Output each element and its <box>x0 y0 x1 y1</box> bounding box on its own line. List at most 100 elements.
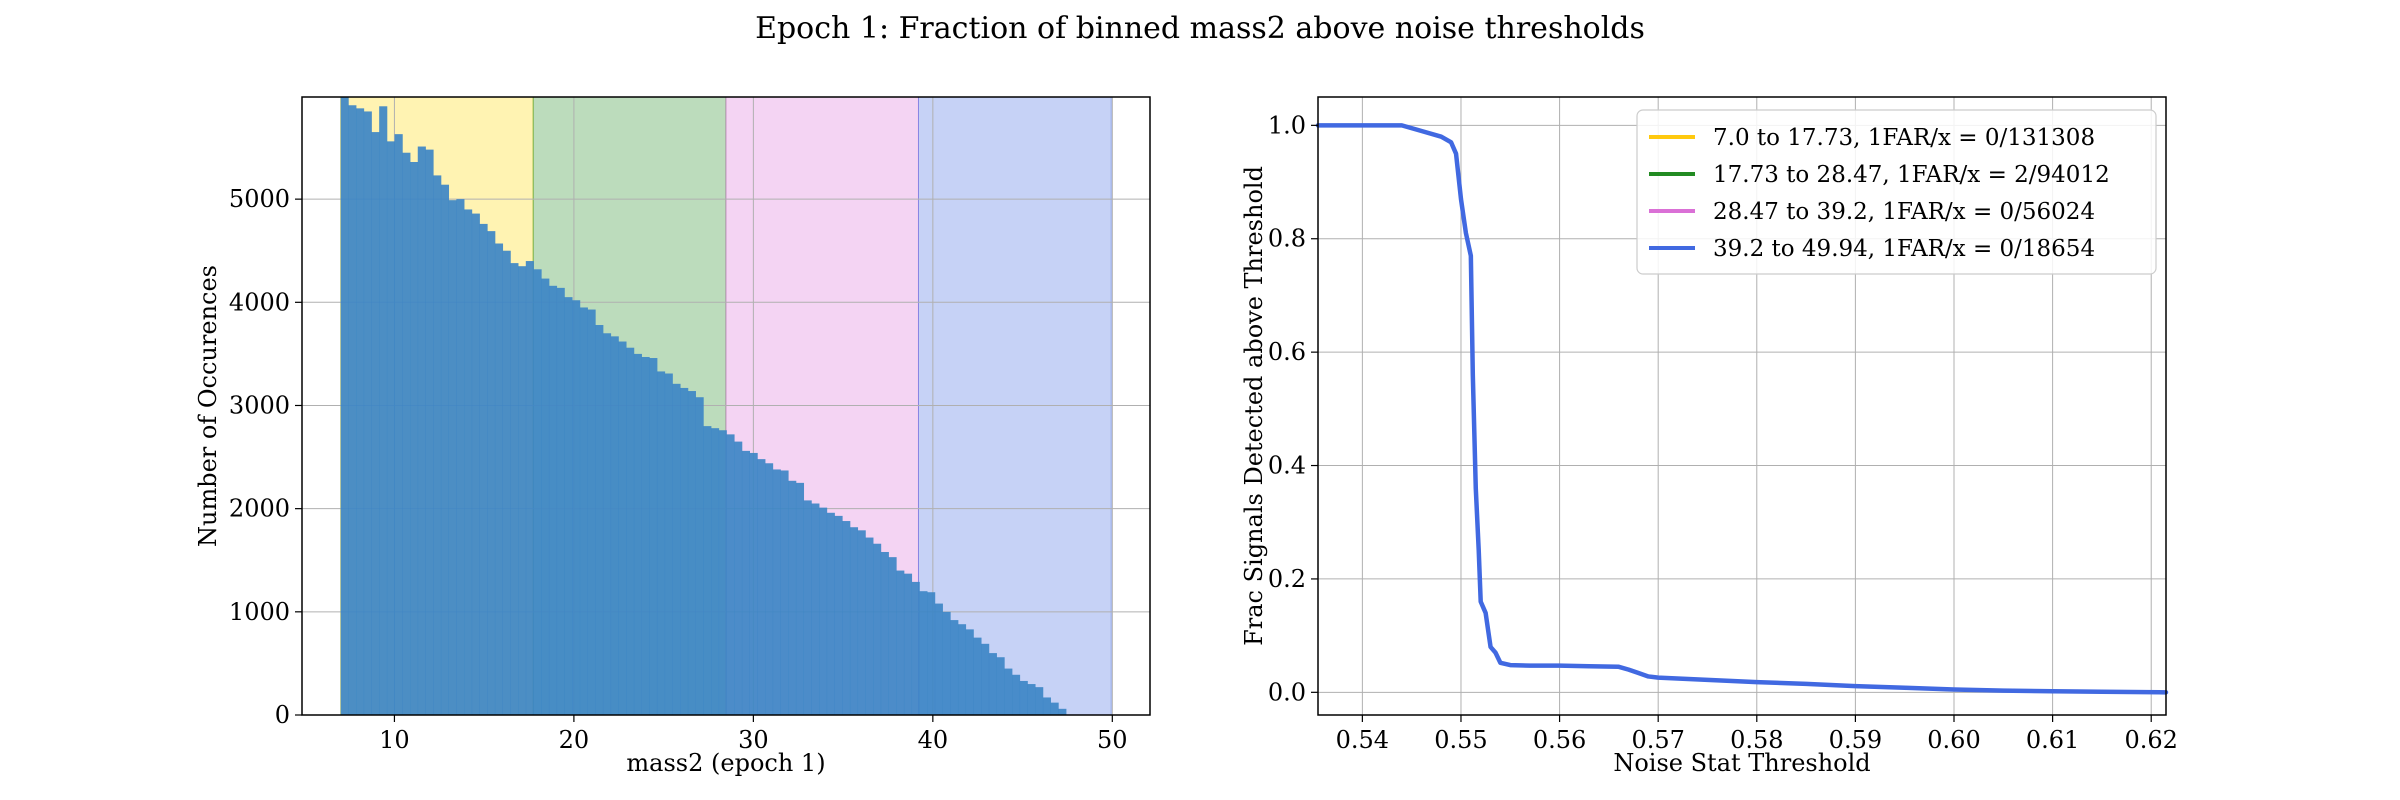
x-tick-label: 0.58 <box>1730 726 1783 754</box>
histogram-y-axis-label: Number of Occurences <box>194 265 222 547</box>
histogram-bar <box>664 373 673 715</box>
histogram-bar <box>494 243 504 715</box>
line-y-axis-label: Frac Signals Detected above Threshold <box>1240 166 1268 646</box>
histogram-bar <box>425 149 434 716</box>
histogram-bar <box>641 356 650 715</box>
histogram-bar <box>950 620 959 715</box>
histogram-bar <box>348 105 357 715</box>
histogram-x-axis-label: mass2 (epoch 1) <box>626 749 825 777</box>
histogram-bar <box>703 426 712 715</box>
histogram-bar <box>1019 680 1028 715</box>
histogram-bar <box>518 266 527 715</box>
histogram-bar <box>541 278 550 715</box>
histogram-bar <box>410 161 419 715</box>
histogram-bar <box>610 336 619 715</box>
histogram-bar <box>903 573 913 715</box>
y-tick-label: 4000 <box>229 288 290 316</box>
histogram-bar <box>780 470 789 715</box>
histogram-bar <box>417 146 426 716</box>
legend-label: 17.73 to 28.47, 1FAR/x = 2/94012 <box>1713 162 2110 188</box>
histogram-bar <box>525 261 534 715</box>
x-tick-label: 0.59 <box>1829 726 1882 754</box>
y-tick-label: 0.8 <box>1268 225 1306 253</box>
x-tick-label: 0.62 <box>2124 726 2177 754</box>
line-frame <box>1317 96 2167 716</box>
histogram-bar <box>741 450 751 715</box>
histogram-bar <box>440 184 450 715</box>
x-tick-label: 20 <box>559 726 590 754</box>
y-tick-label: 1.0 <box>1268 111 1306 139</box>
histogram-bar <box>765 463 774 715</box>
histogram-bar <box>448 200 457 716</box>
histogram-bar <box>626 347 635 715</box>
histogram-bar <box>788 480 797 715</box>
y-tick-label: 0 <box>275 701 290 729</box>
histogram-bar <box>981 643 990 715</box>
y-tick-label: 5000 <box>229 185 290 213</box>
histogram-bar <box>896 570 905 715</box>
y-tick-label: 1000 <box>229 598 290 626</box>
x-tick-label: 10 <box>379 726 410 754</box>
histogram-bar <box>849 527 859 715</box>
histogram-bar <box>386 141 396 715</box>
histogram-bar <box>402 152 411 715</box>
histogram-bar <box>988 653 997 715</box>
x-tick-label: 0.60 <box>1927 726 1980 754</box>
x-tick-label: 0.55 <box>1434 726 1487 754</box>
x-tick-label: 0.57 <box>1631 726 1684 754</box>
histogram-bar <box>695 397 704 715</box>
histogram-bar <box>356 108 365 715</box>
histogram-bar <box>456 199 465 715</box>
histogram-bar <box>618 341 627 715</box>
histogram-bar <box>811 503 820 715</box>
histogram-bar <box>595 325 604 715</box>
histogram-bar <box>464 209 473 715</box>
histogram-bar <box>548 285 558 715</box>
histogram-bar <box>873 543 882 715</box>
histogram-bar <box>371 132 380 715</box>
histogram-bar <box>433 175 442 715</box>
histogram-bar <box>911 581 920 715</box>
histogram-bar <box>996 657 1005 715</box>
histogram-bar <box>510 263 519 715</box>
histogram-bar <box>757 459 766 715</box>
figure-title: Epoch 1: Fraction of binned mass2 above … <box>755 11 1645 46</box>
histogram-bar <box>572 300 581 715</box>
legend-label: 28.47 to 39.2, 1FAR/x = 0/56024 <box>1713 199 2095 225</box>
legend: 7.0 to 17.73, 1FAR/x = 0/131308 17.73 to … <box>1636 109 2157 275</box>
line-x-axis-label: Noise Stat Threshold <box>1613 749 1870 777</box>
histogram-bar <box>1058 708 1067 715</box>
histogram-bar <box>1027 684 1036 715</box>
legend-label: 39.2 to 49.94, 1FAR/x = 0/18654 <box>1713 236 2095 262</box>
histogram-bar <box>502 250 511 716</box>
histogram-bar <box>533 269 542 715</box>
histogram-bar <box>487 231 496 715</box>
histogram-bar <box>649 358 658 715</box>
histogram-bar <box>734 441 743 715</box>
x-tick-label: 30 <box>738 726 769 754</box>
histogram-bar <box>819 507 828 715</box>
histogram-bar <box>1011 674 1021 715</box>
histogram-bar <box>927 592 936 715</box>
histogram-bar <box>672 383 681 715</box>
histogram-bar <box>834 515 843 715</box>
histogram-bar <box>602 333 612 715</box>
histogram-bar <box>363 111 372 715</box>
x-tick-label: 0.56 <box>1533 726 1586 754</box>
histogram-bar <box>1050 702 1059 715</box>
histogram-bars <box>340 97 1067 716</box>
histogram-bar <box>633 353 642 715</box>
histogram-bar <box>726 434 735 715</box>
y-tick-label: 0.6 <box>1268 338 1306 366</box>
histogram-bar <box>680 387 689 715</box>
histogram-bar <box>379 106 388 716</box>
histogram-bar <box>919 591 928 715</box>
histogram-bar <box>718 430 727 715</box>
histogram-bar <box>687 391 696 715</box>
histogram-ticks: 10 20 30 40 50 0 1000 2000 3000 4000 5000 <box>229 185 1128 754</box>
histogram-bar <box>888 557 897 715</box>
histogram-bar <box>803 500 812 715</box>
histogram-bar <box>656 371 666 715</box>
histogram-bar <box>965 629 974 715</box>
